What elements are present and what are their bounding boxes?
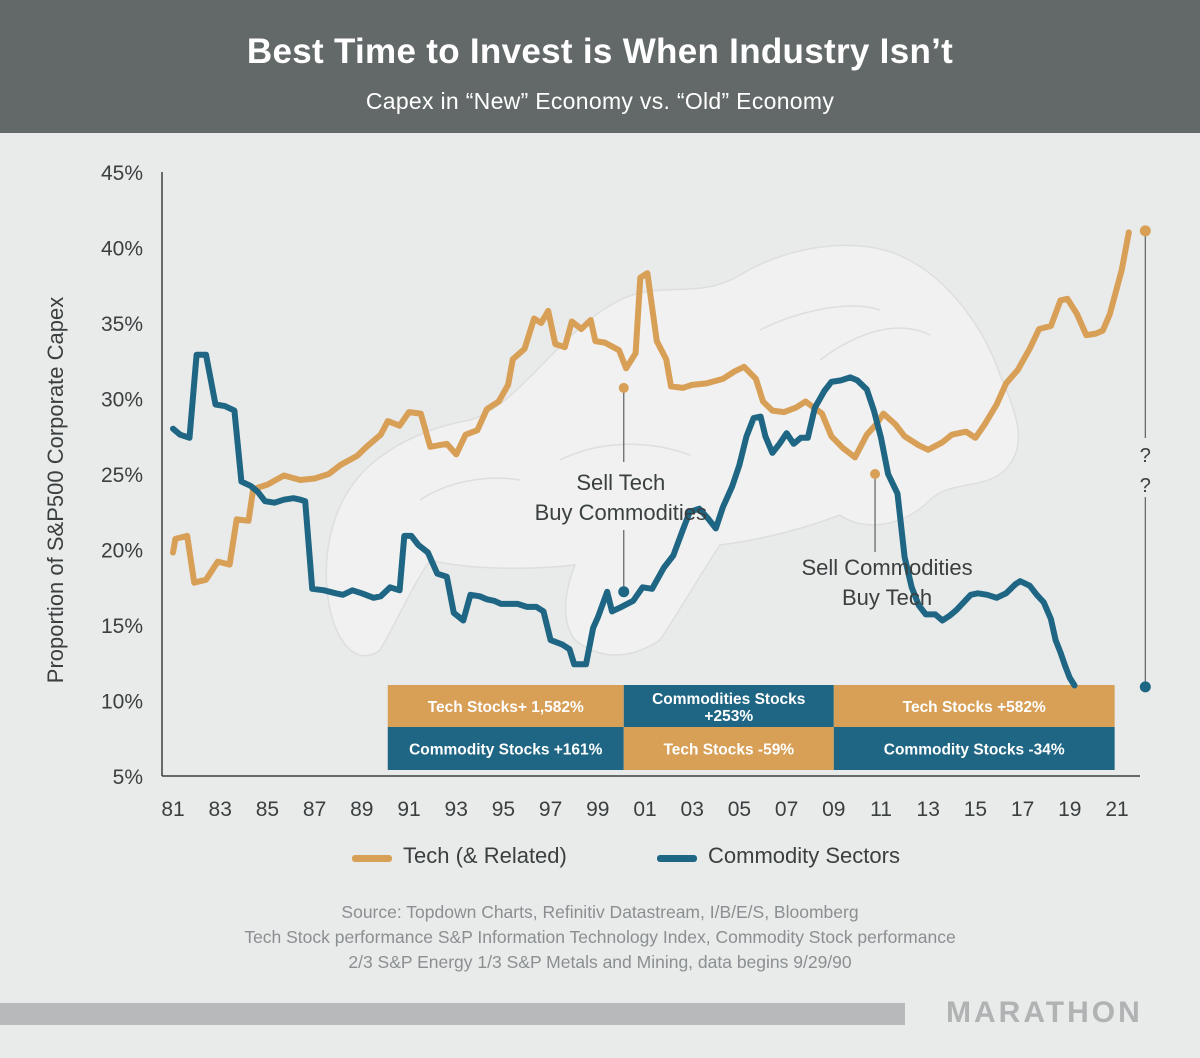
tech-legend-label: Tech (& Related) — [403, 843, 567, 868]
y-tick-label: 5% — [113, 766, 143, 789]
performance-cell — [387, 685, 624, 727]
performance-cell-label: Commodity Stocks -34% — [884, 742, 1065, 759]
brand-logo: MARATHON — [946, 996, 1143, 1029]
x-tick-label: 85 — [256, 798, 279, 821]
performance-cell — [833, 727, 1115, 770]
x-tick-label: 95 — [492, 798, 515, 821]
x-tick-label: 11 — [870, 798, 892, 821]
x-tick-label: 21 — [1105, 798, 1128, 821]
source-line-1: Source: Topdown Charts, Refinitiv Datast… — [341, 902, 859, 922]
sell-commodities-marker — [870, 469, 881, 479]
y-tick-label: 15% — [101, 615, 143, 638]
y-tick-label: 25% — [101, 464, 143, 487]
bull-watermark-icon — [325, 244, 1020, 657]
performance-cell-label: +253% — [704, 708, 753, 725]
y-tick-label: 40% — [101, 238, 143, 261]
x-tick-label: 09 — [822, 798, 845, 821]
x-tick-label: 93 — [445, 798, 468, 821]
commodity-legend-swatch — [657, 855, 697, 862]
y-tick-label: 45% — [101, 162, 143, 185]
performance-cell-label: Tech Stocks -59% — [663, 742, 794, 759]
x-tick-label: 19 — [1058, 798, 1081, 821]
x-tick-label: 91 — [397, 798, 420, 821]
annotation-label: Sell Tech — [576, 470, 665, 495]
performance-table: Tech Stocks+ 1,582% Commodities Stocks+25… — [387, 685, 1115, 770]
x-tick-label: 03 — [681, 798, 704, 821]
source-line-3: 2/3 S&P Energy 1/3 S&P Metals and Mining… — [348, 952, 852, 972]
performance-cell — [387, 727, 624, 770]
y-tick-label: 35% — [101, 313, 143, 336]
tech-end-marker — [1139, 225, 1151, 237]
performance-cell — [623, 727, 834, 770]
x-tick-label: 13 — [917, 798, 940, 821]
source-note: Source: Topdown Charts, Refinitiv Datast… — [0, 900, 1200, 975]
performance-cell — [623, 685, 834, 727]
performance-cell-label: Tech Stocks+ 1,582% — [428, 699, 584, 716]
footer-bar — [0, 1003, 905, 1025]
annotation-label: Buy Commodities — [535, 500, 707, 525]
x-tick-label: 81 — [161, 798, 184, 821]
commodity-legend-label: Commodity Sectors — [708, 843, 900, 868]
annotation-label: Buy Tech — [842, 585, 932, 610]
tech-legend-swatch — [352, 855, 392, 862]
sell-tech-bottom-marker — [618, 586, 630, 598]
chart-title: Best Time to Invest is When Industry Isn… — [246, 32, 954, 71]
chart-annotations: Sell Tech Buy Commodities Sell Commodities… — [535, 225, 1151, 693]
performance-cell-label: Commodities Stocks — [652, 691, 805, 708]
x-tick-label: 97 — [539, 798, 562, 821]
question-label: ? — [1140, 445, 1151, 467]
commodity-end-marker — [1139, 681, 1151, 693]
x-tick-label: 83 — [209, 798, 232, 821]
commodity-series-line — [170, 351, 1078, 689]
y-tick-label: 20% — [101, 540, 143, 563]
x-tick-label: 89 — [350, 798, 373, 821]
line-chart: 5% 10% 15% 20% 25% 30% 35% 40% 45% 81 83 85 87 89 91 93… — [43, 162, 1151, 821]
x-tick-label: 05 — [728, 798, 751, 821]
y-tick-label: 30% — [101, 389, 143, 412]
y-tick-label: 10% — [101, 691, 143, 714]
source-line-2: Tech Stock performance S&P Information T… — [244, 927, 956, 947]
x-tick-label: 15 — [964, 798, 987, 821]
sell-tech-top-marker — [618, 382, 629, 393]
tech-series-line — [170, 229, 1132, 586]
question-label: ? — [1140, 475, 1151, 497]
chart-header: Best Time to Invest is When Industry Isn… — [0, 0, 1200, 133]
chart-axes: 5% 10% 15% 20% 25% 30% 35% 40% 45% 81 83 85 87 89 91 93… — [43, 162, 1140, 821]
x-tick-label: 87 — [303, 798, 326, 821]
chart-series — [170, 229, 1132, 689]
chart-legend: Tech (& Related) Commodity Sectors — [0, 843, 1200, 873]
x-tick-label: 99 — [586, 798, 609, 821]
chart-subtitle: Capex in “New” Economy vs. “Old” Economy — [365, 88, 835, 114]
performance-cell — [833, 685, 1115, 727]
performance-cell-label: Commodity Stocks +161% — [409, 742, 603, 759]
x-tick-label: 17 — [1011, 798, 1034, 821]
performance-cell-label: Tech Stocks +582% — [903, 699, 1046, 716]
x-tick-label: 07 — [775, 798, 798, 821]
x-tick-label: 01 — [633, 798, 656, 821]
annotation-label: Sell Commodities — [801, 555, 972, 580]
y-axis-title: Proportion of S&P500 Corporate Capex — [43, 297, 68, 683]
